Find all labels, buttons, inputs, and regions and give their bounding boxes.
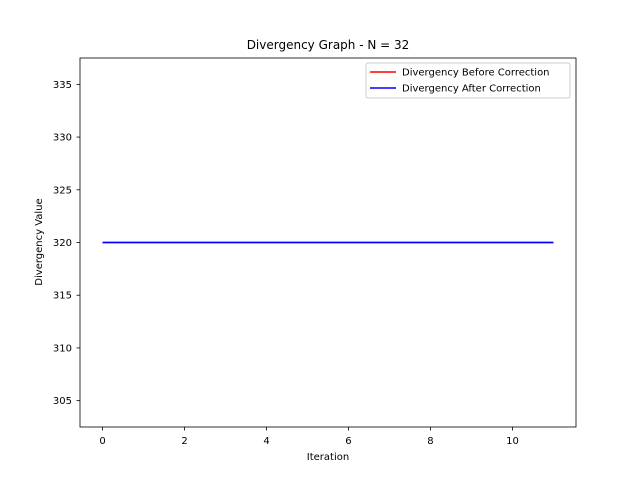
y-tick-label: 335 — [53, 80, 72, 91]
legend-label-2: Divergency After Correction — [402, 84, 541, 95]
chart-title: Divergency Graph - N = 32 — [247, 38, 410, 52]
x-axis-label: Iteration — [307, 452, 349, 463]
x-tick-label: 2 — [181, 436, 187, 447]
y-tick-label: 305 — [53, 396, 72, 407]
y-axis: 305 310 315 320 325 330 335 — [53, 80, 80, 407]
x-axis: 0 2 4 6 8 10 — [99, 427, 519, 447]
x-tick-label: 10 — [506, 436, 519, 447]
y-tick-label: 310 — [53, 343, 72, 354]
x-tick-label: 8 — [427, 436, 433, 447]
y-tick-label: 325 — [53, 185, 72, 196]
x-tick-label: 6 — [345, 436, 351, 447]
y-tick-label: 315 — [53, 291, 72, 302]
y-tick-label: 320 — [53, 238, 72, 249]
y-axis-label: Divergency Value — [34, 198, 45, 285]
x-tick-label: 0 — [99, 436, 105, 447]
legend: Divergency Before Correction Divergency A… — [365, 62, 571, 99]
legend-label-1: Divergency Before Correction — [402, 68, 550, 79]
legend-box — [365, 62, 571, 99]
x-tick-label: 4 — [263, 436, 269, 447]
y-tick-label: 330 — [53, 133, 72, 144]
